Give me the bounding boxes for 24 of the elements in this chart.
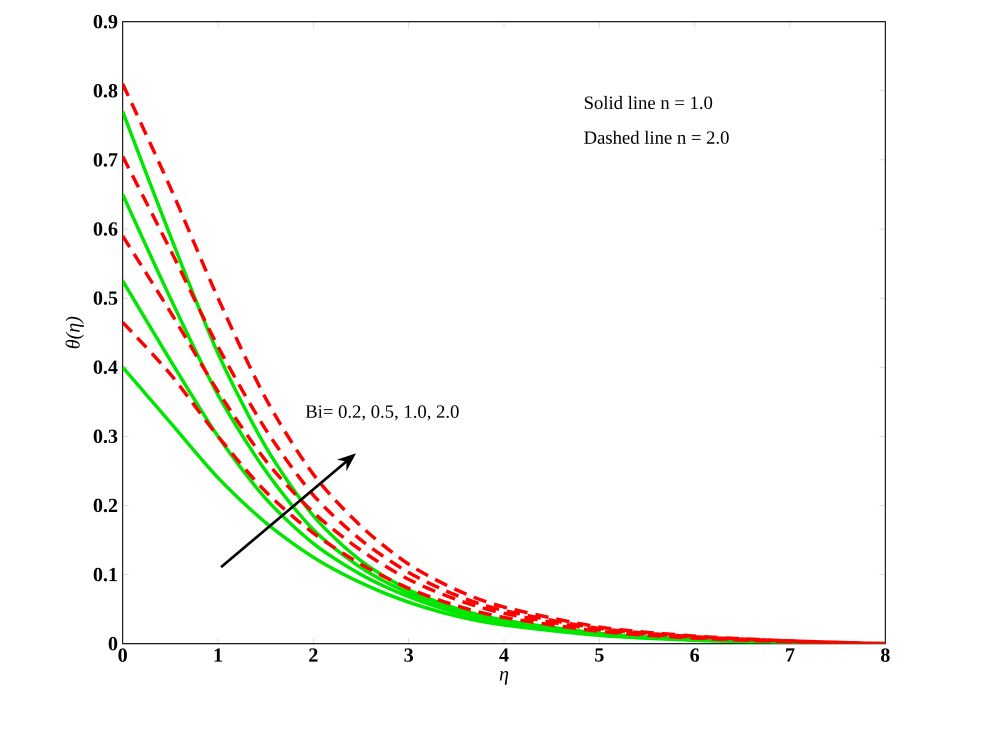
y-tick-label: 0: [108, 636, 118, 650]
annotation: Bi= 0.2, 0.5, 1.0, 2.0: [306, 405, 459, 421]
y-tick-label: 0.9: [94, 14, 118, 28]
y-tick-label: 0.6: [94, 222, 118, 236]
x-tick-label: 2: [309, 648, 318, 662]
y-tick-label: 0.2: [94, 498, 118, 512]
y-axis-title: θ(η): [66, 316, 84, 348]
y-tick-label: 0.3: [94, 430, 118, 444]
x-tick-label: 3: [404, 648, 413, 662]
x-tick-label: 0: [118, 648, 127, 662]
y-tick-label: 0.8: [94, 84, 118, 98]
y-tick-label: 0.7: [94, 153, 118, 167]
y-tick-label: 0.4: [94, 360, 118, 374]
x-tick-label: 6: [690, 648, 700, 662]
x-tick-label: 7: [786, 648, 795, 662]
y-tick-label: 0.1: [94, 568, 117, 582]
x-tick-label: 8: [881, 648, 890, 662]
annotation: Solid line n = 1.0: [584, 96, 712, 110]
x-tick-label: 4: [499, 648, 509, 662]
x-tick-label: 5: [595, 648, 604, 662]
annotation: Dashed line n = 2.0: [584, 130, 729, 144]
y-tick-label: 0.5: [94, 291, 118, 305]
x-tick-label: 1: [214, 648, 222, 662]
x-axis-title: η: [500, 671, 508, 685]
